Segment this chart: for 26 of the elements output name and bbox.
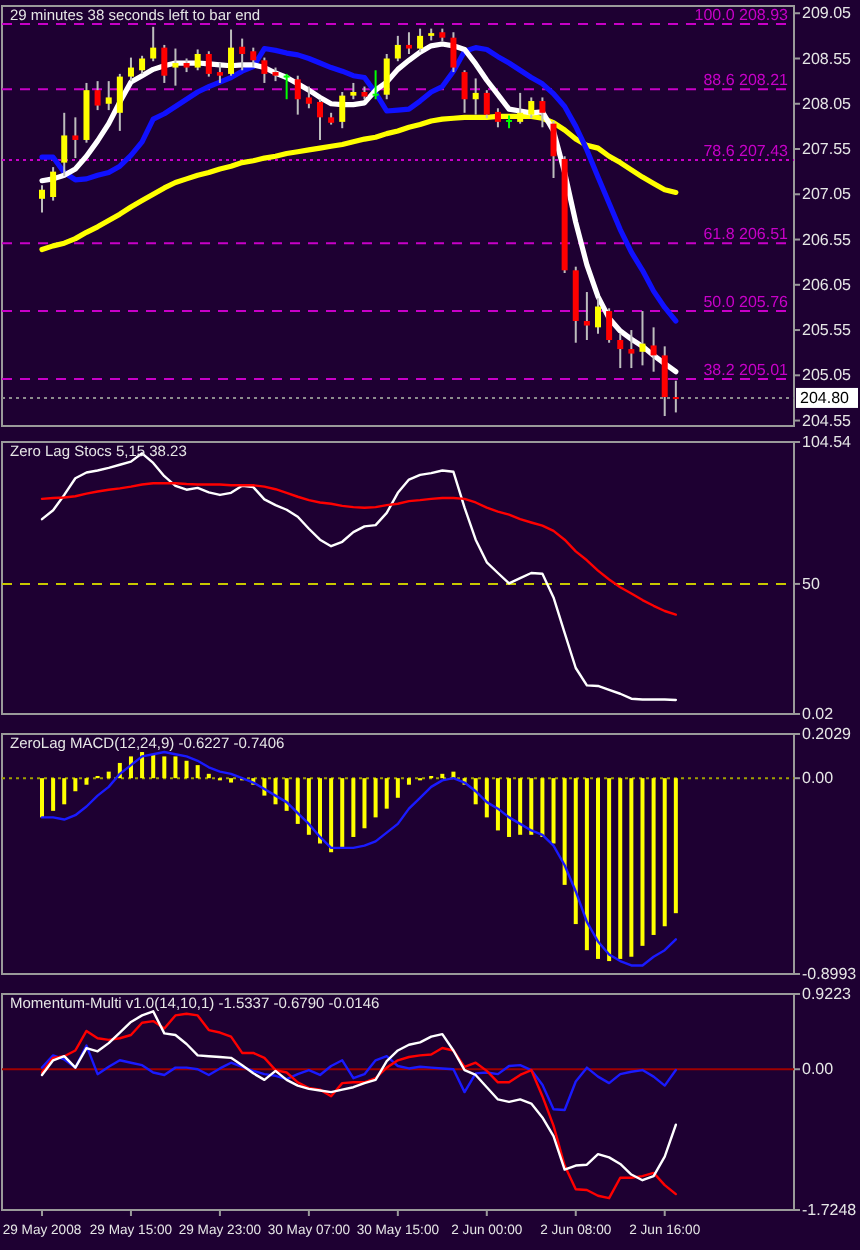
y-tick-label: 209.05 bbox=[802, 4, 853, 23]
y-tick-label: 0.00 bbox=[802, 769, 835, 788]
ref-line-label: 88.6 208.21 bbox=[703, 71, 790, 90]
y-tick-label: 0.2029 bbox=[802, 725, 853, 743]
ref-line-label: 38.2 205.01 bbox=[703, 360, 790, 379]
y-tick-label: 204.55 bbox=[802, 411, 853, 430]
ref-line-label: 100.0 208.93 bbox=[694, 6, 790, 25]
y-tick-label: 205.05 bbox=[802, 366, 853, 385]
y-tick-label: 0.9223 bbox=[802, 985, 853, 1003]
y-tick-label: -0.8993 bbox=[802, 965, 858, 983]
ref-line-label: 61.8 206.51 bbox=[703, 225, 790, 244]
y-tick-label: 208.05 bbox=[802, 94, 853, 113]
y-tick-label: 208.55 bbox=[802, 49, 853, 68]
y-tick-label: -1.7248 bbox=[802, 1201, 858, 1219]
y-tick-label: 205.55 bbox=[802, 321, 853, 340]
y-tick-label: 0.00 bbox=[802, 1060, 835, 1079]
y-tick-label: 50 bbox=[802, 574, 821, 593]
y-tick-label: 207.05 bbox=[802, 185, 853, 204]
ref-line-label: 78.6 207.43 bbox=[703, 141, 790, 160]
y-tick-label: 206.55 bbox=[802, 230, 853, 249]
y-tick-label: 104.54 bbox=[802, 433, 853, 451]
y-tick-label: 0.02 bbox=[802, 705, 835, 723]
y-tick-label: 207.55 bbox=[802, 140, 853, 159]
y-tick-label: 206.05 bbox=[802, 275, 853, 294]
ref-line-label: 50.0 205.76 bbox=[703, 293, 790, 312]
text: 204.80 bbox=[800, 388, 851, 407]
